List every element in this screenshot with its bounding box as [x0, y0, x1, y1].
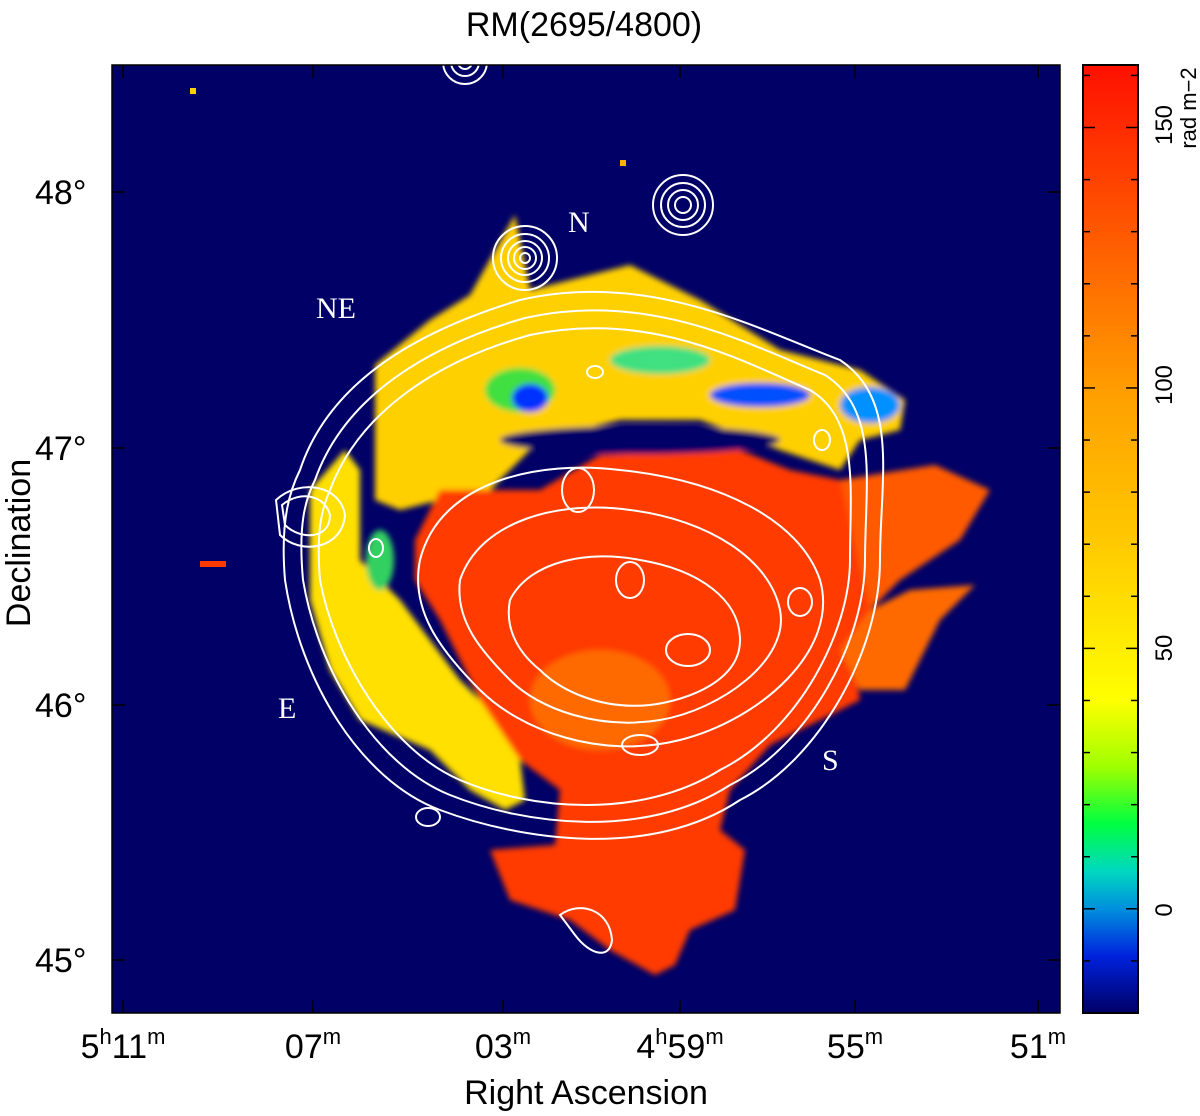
y-tick-label: 45°: [35, 942, 86, 980]
rm-pixel: [200, 561, 226, 567]
rm-gap-ring: [500, 426, 780, 454]
annotation-s: S: [822, 744, 839, 777]
x-tick-label: 51m: [1010, 1024, 1066, 1066]
y-tick-label: 48°: [35, 174, 86, 212]
y-axis-tick-labels: 48° 47° 46° 45°: [35, 174, 86, 980]
axis-ticks: [112, 65, 1060, 1013]
y-axis-label: Declination: [0, 459, 38, 627]
rm-pixel: [620, 160, 626, 166]
rm-patch-green2: [610, 346, 710, 374]
y-tick-label: 46°: [35, 687, 86, 725]
intensity-contours: [274, 65, 885, 954]
x-tick-label: 4h59m: [636, 1024, 723, 1066]
x-tick-label: 55m: [827, 1024, 883, 1066]
colorbar-tick-label: 100: [1151, 365, 1178, 405]
plot-frame: [111, 64, 1061, 1014]
colorbar-label: rad m−2: [1176, 67, 1200, 148]
colorbar-gradient: [1082, 64, 1139, 1014]
rm-patch-green3: [366, 530, 394, 590]
chart-title: RM(2695/4800): [466, 6, 702, 44]
x-axis-tick-labels: 5h11m 07m 03m 4h59m 55m 51m: [81, 1024, 1066, 1066]
x-tick-label: 03m: [475, 1024, 531, 1066]
rm-patch-core-orange: [530, 650, 670, 750]
rm-pixel: [190, 88, 196, 94]
annotation-n: N: [568, 206, 590, 239]
rm-patch-blue: [512, 384, 548, 412]
x-axis-label: Right Ascension: [464, 1074, 708, 1112]
rm-region-west-ext: [840, 465, 990, 610]
rm-patch-blue2: [710, 383, 810, 407]
rm-patch-blue3: [840, 387, 900, 423]
colorbar-tick-label: 0: [1151, 903, 1178, 916]
y-tick-label: 47°: [35, 430, 86, 468]
colorbar-tick-label: 50: [1151, 635, 1178, 662]
annotation-e: E: [278, 692, 296, 725]
x-tick-label: 07m: [285, 1024, 341, 1066]
x-tick-label: 5h11m: [81, 1024, 166, 1066]
colorbar: 150 100 50 0 rad m−2: [1082, 64, 1200, 1014]
colorbar-tick-label: 150: [1151, 105, 1178, 145]
plot-area: N NE E S: [112, 65, 1060, 1013]
colorbar-ticks: [1083, 74, 1138, 962]
rm-region-east-arc: [310, 450, 525, 810]
annotation-ne: NE: [316, 292, 356, 325]
